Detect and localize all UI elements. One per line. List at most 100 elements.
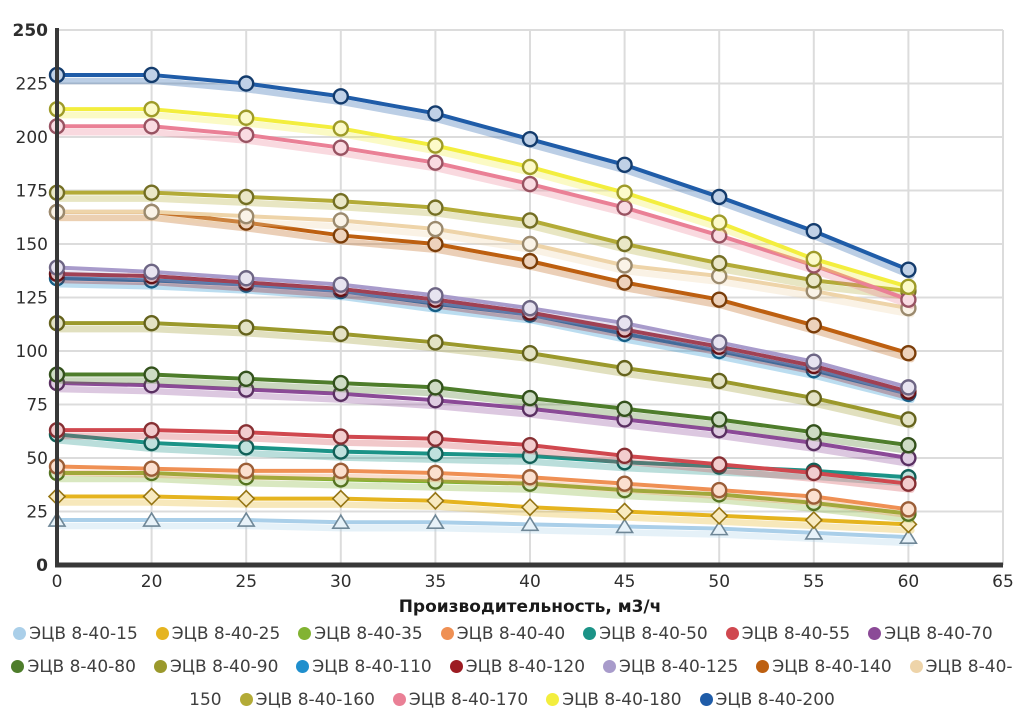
legend-item: ЭЦВ 8-40-15 [13, 624, 138, 644]
data-point-marker [427, 220, 444, 238]
legend-label: ЭЦВ 8-40-80 [27, 657, 136, 677]
series-line-shadow [56, 214, 915, 363]
data-point-marker [804, 524, 824, 540]
data-point-marker [520, 515, 540, 532]
legend-marker-icon [296, 660, 310, 673]
data-point-marker [425, 513, 445, 530]
legend-item: ЭЦВ 8-40-120 [449, 657, 585, 677]
series-line [55, 494, 911, 527]
data-point-marker [900, 379, 917, 396]
series-line [55, 372, 911, 448]
legend-item: ЭЦВ 8-40-160 [239, 690, 375, 710]
series-line [55, 271, 911, 394]
data-point-marker [616, 156, 633, 174]
x-axis-tick-label: 55 [803, 572, 825, 592]
series-line [55, 470, 911, 516]
data-point-marker [332, 212, 349, 229]
series-line [55, 381, 911, 460]
legend-item: ЭЦВ 8-40-50 [583, 624, 708, 644]
data-point-marker [900, 436, 917, 454]
series-line [55, 428, 911, 486]
legend-marker-icon [298, 627, 312, 640]
data-point-marker [237, 319, 255, 336]
data-point-marker [332, 120, 349, 137]
legend-item: ЭЦВ 8-40-140 [756, 657, 892, 677]
data-point-marker [616, 447, 633, 465]
data-point-marker [711, 255, 728, 272]
data-point-marker [332, 428, 349, 445]
legend-marker-icon [583, 627, 597, 640]
data-point-marker [521, 130, 539, 148]
legend-item: ЭЦВ 8-40-25 [155, 624, 281, 644]
data-point-marker [237, 370, 255, 388]
legend-marker-icon [392, 693, 406, 706]
data-point-marker [616, 475, 633, 492]
series-line-shadow [56, 214, 915, 318]
series-line-shadow [56, 77, 915, 279]
legend-marker-icon [13, 627, 27, 640]
data-point-marker [427, 287, 444, 304]
legend-marker-icon [440, 627, 454, 640]
legend-item: ЭЦВ 8-40-90 [153, 657, 278, 677]
data-point-marker [711, 411, 728, 428]
series-line-shadow [56, 280, 915, 404]
y-axis-tick-label: 200 [16, 128, 48, 148]
legend-item: ЭЦВ 8-40-170 [392, 690, 529, 710]
data-point-marker [616, 314, 633, 332]
series-line-shadow [56, 276, 915, 401]
legend-item: ЭЦВ 8-40-55 [725, 624, 851, 644]
data-point-marker [427, 235, 444, 253]
data-point-marker [805, 250, 822, 268]
data-point-marker [237, 109, 255, 126]
y-axis-tick-label: 175 [16, 182, 48, 202]
data-point-marker [616, 359, 633, 377]
data-point-marker [236, 511, 256, 527]
data-point-marker [805, 353, 822, 370]
x-axis-tick-label: 0 [52, 572, 63, 592]
series-line [55, 276, 911, 396]
y-axis-tick-label: 250 [13, 21, 49, 41]
data-point-marker [805, 424, 822, 441]
legend-item: ЭЦВ 8-40-35 [298, 624, 423, 644]
data-point-marker [616, 400, 633, 417]
legend-item: ЭЦВ 8-40-200 [699, 690, 835, 710]
y-axis-tick-label: 150 [16, 235, 48, 255]
data-point-marker [237, 75, 255, 92]
x-axis-tick-label: 35 [425, 572, 447, 592]
series-line-shadow [56, 385, 915, 468]
data-point-marker [237, 439, 255, 456]
legend-label: ЭЦВ 8-40-55 [741, 624, 851, 644]
legend-label: ЭЦВ 8-40-25 [171, 624, 281, 644]
data-point-marker [143, 100, 160, 118]
data-point-marker [426, 491, 445, 510]
x-axis-tick-label: 50 [708, 572, 730, 592]
legend-label: ЭЦВ 8-40-150 [189, 657, 1013, 710]
series-line-shadow [56, 111, 915, 297]
series-line [55, 518, 911, 540]
legend-marker-icon [153, 660, 167, 673]
data-point-marker [142, 511, 162, 527]
x-axis-tick-label: 30 [330, 572, 352, 592]
series-line-shadow [56, 377, 915, 455]
y-axis-tick-label: 0 [36, 556, 48, 576]
legend-label: ЭЦВ 8-40-15 [29, 624, 138, 644]
data-point-marker [332, 88, 349, 105]
data-point-marker [427, 154, 444, 171]
x-axis-tick-label: 65 [992, 572, 1014, 592]
data-point-marker [237, 126, 255, 144]
series-line-shadow [56, 437, 915, 487]
legend-label: ЭЦВ 8-40-50 [599, 624, 708, 644]
data-point-marker [805, 222, 822, 240]
series-line [55, 464, 911, 512]
legend-marker-icon [239, 693, 253, 706]
series-line-shadow [56, 325, 915, 429]
legend-label: ЭЦВ 8-40-170 [408, 690, 529, 710]
legend-label: ЭЦВ 8-40-35 [314, 624, 423, 644]
data-point-marker [616, 257, 633, 274]
legend-label: ЭЦВ 8-40-200 [715, 690, 835, 710]
data-point-marker [711, 334, 728, 351]
data-point-marker [711, 188, 728, 206]
data-point-marker [143, 460, 160, 477]
series-line-shadow [56, 129, 915, 309]
